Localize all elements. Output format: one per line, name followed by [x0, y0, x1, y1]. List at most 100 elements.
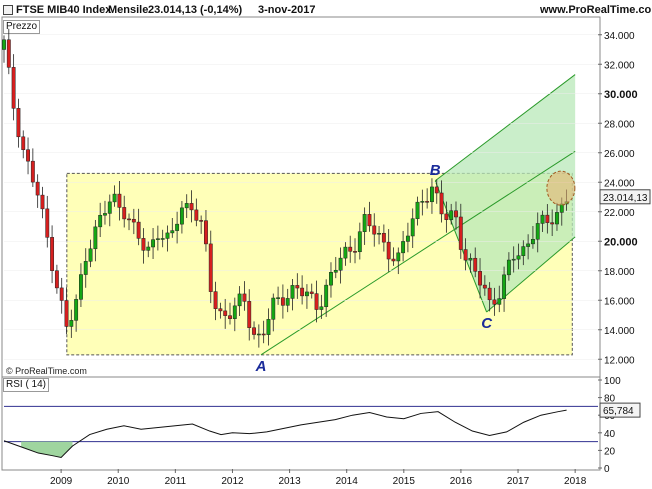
candle-body: [69, 320, 74, 327]
candle-body: [141, 238, 146, 251]
candle-body: [396, 252, 401, 262]
candle-body: [35, 181, 40, 196]
x-tick-label: 2009: [50, 476, 73, 487]
candle-body: [50, 237, 55, 271]
candle-body: [300, 287, 305, 297]
candle-body: [333, 269, 338, 273]
price-tick-label: 28.000: [604, 119, 635, 130]
candle-body: [30, 160, 35, 183]
candle-body: [98, 214, 103, 228]
candle-body: [420, 201, 425, 203]
candle-body: [228, 315, 232, 319]
target-ellipse: [546, 170, 576, 206]
candle-body: [381, 232, 386, 243]
candle-body: [204, 220, 208, 245]
candle-body: [410, 218, 415, 237]
rsi-tick-label: 80: [604, 394, 616, 405]
channel-upper-line: [434, 74, 576, 182]
instrument-title: FTSE MIB40 Index: [16, 4, 112, 16]
candle-body: [497, 298, 502, 305]
candle-body: [256, 333, 261, 336]
candle-body: [454, 210, 458, 218]
rsi-line: [3, 409, 567, 458]
x-tick-label: 2014: [336, 476, 359, 487]
candle-body: [458, 216, 463, 250]
price-tick-label: 24.000: [604, 178, 635, 189]
candle-body: [526, 243, 531, 247]
candle-body: [540, 214, 545, 224]
price-tick-label: 20.000: [604, 236, 638, 248]
candle-body: [194, 209, 199, 221]
channel-lower-line: [486, 236, 576, 313]
candle-body: [242, 293, 247, 302]
candle-body: [468, 257, 473, 261]
candle-body: [54, 270, 59, 289]
candle-body: [160, 238, 165, 240]
candle-body: [280, 297, 285, 306]
x-tick-label: 2016: [450, 476, 473, 487]
candle-body: [329, 272, 333, 286]
candle-body: [555, 212, 559, 225]
candle-body: [199, 220, 204, 222]
candle-body: [165, 232, 170, 239]
candle-body: [535, 223, 540, 240]
candle-body: [478, 271, 482, 286]
rsi-tick-label: 100: [604, 376, 621, 387]
x-tick-label: 2011: [165, 476, 187, 487]
candle-body: [372, 225, 377, 235]
candle-body: [463, 249, 468, 261]
candle-body: [74, 299, 79, 321]
candle-body: [434, 186, 439, 194]
rsi-last-box: [599, 402, 641, 418]
candle-body: [247, 301, 252, 328]
candle-body: [93, 226, 98, 250]
candle-body: [506, 259, 511, 276]
annotation-a: A: [255, 358, 267, 375]
rsi-tick-label: 20: [604, 446, 616, 457]
candle-body: [502, 274, 507, 299]
candle-body: [107, 201, 112, 214]
candle-body: [45, 208, 50, 238]
x-tick-label: 2010: [107, 476, 130, 487]
window-icon[interactable]: [3, 5, 13, 15]
candle-body: [112, 193, 117, 203]
channel-fill: [435, 74, 576, 313]
candle-body: [362, 214, 367, 232]
candle-body: [550, 222, 555, 225]
candle-body: [309, 291, 314, 294]
date-label: 3-nov-2017: [258, 4, 316, 16]
candle-body: [449, 210, 454, 220]
price-tick-label: 22.000: [604, 208, 635, 219]
candle-body: [487, 287, 492, 301]
last-price-label: 23.014,13: [603, 193, 648, 204]
candle-body: [271, 297, 276, 320]
candle-body: [170, 230, 175, 234]
candle-body: [511, 258, 516, 261]
candle-body: [516, 255, 521, 260]
candle-body: [21, 136, 26, 150]
candle-body: [521, 246, 526, 256]
candle-body: [295, 285, 300, 289]
candle-body: [348, 246, 353, 252]
candle-body: [83, 261, 88, 275]
candle-body: [213, 291, 218, 309]
candle-body: [16, 108, 21, 138]
channel-middle-line: [260, 150, 576, 356]
candle-body: [276, 297, 281, 299]
copyright: © ProRealTime.com: [6, 366, 87, 376]
price-tick-label: 12.000: [604, 355, 635, 366]
candle-body: [290, 285, 295, 299]
candle-body: [444, 213, 449, 220]
last-price-box: [599, 189, 651, 205]
x-tick-label: 2017: [507, 476, 530, 487]
candle-body: [391, 258, 396, 262]
site-url[interactable]: www.ProRealTime.com: [540, 4, 652, 16]
candle-body: [261, 333, 266, 336]
candle-body: [367, 214, 372, 227]
price-tick-label: 16.000: [604, 296, 635, 307]
candle-body: [319, 306, 324, 310]
candle-body: [343, 246, 348, 259]
candle-body: [482, 284, 487, 289]
candle-body: [189, 203, 194, 211]
